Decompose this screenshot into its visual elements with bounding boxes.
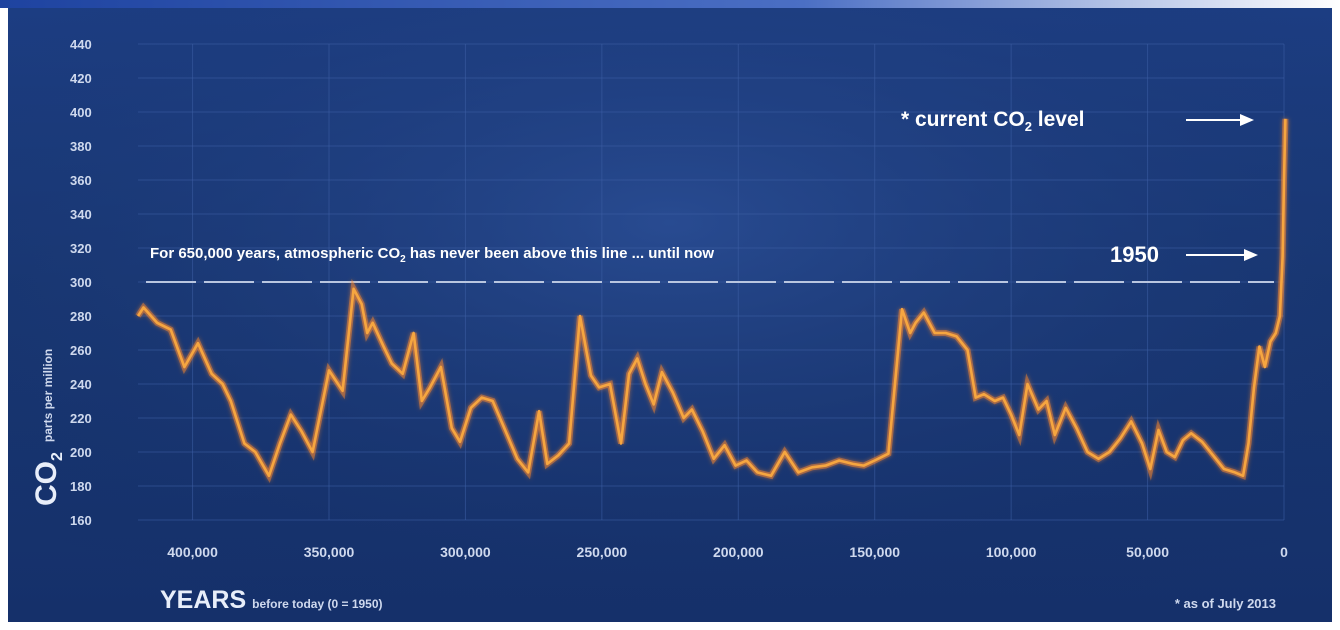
y-tick-label: 260 — [70, 343, 92, 358]
year-1950-label: 1950 — [1110, 242, 1159, 267]
x-tick-label: 400,000 — [167, 544, 218, 560]
y-tick-label: 440 — [70, 37, 92, 52]
x-tick-label: 50,000 — [1126, 544, 1169, 560]
y-tick-label: 180 — [70, 479, 92, 494]
current-co2-label: * current CO2 level — [901, 108, 1084, 134]
x-axis-label: YEARS before today (0 = 1950) — [160, 586, 383, 614]
x-tick-label: 300,000 — [440, 544, 491, 560]
y-tick-label: 380 — [70, 139, 92, 154]
top-accent-bar — [0, 0, 1340, 8]
y-axis-label: CO2parts per million — [30, 349, 66, 506]
y-tick-label: 200 — [70, 445, 92, 460]
co2-series-line — [136, 118, 1287, 478]
chart-frame: 160 180 200 220 240 260 280 300 320 340 360 380 400 4… — [8, 8, 1332, 622]
y-tick-label: 160 — [70, 513, 92, 528]
current-arrow-head — [1240, 114, 1254, 126]
y-tick-label: 300 — [70, 275, 92, 290]
background-glow — [8, 8, 1332, 622]
year-1950-arrow-head — [1244, 249, 1258, 261]
y-tick-label: 360 — [70, 173, 92, 188]
y-tick-label: 280 — [70, 309, 92, 324]
y-tick-label: 400 — [70, 105, 92, 120]
x-tick-label: 150,000 — [849, 544, 900, 560]
x-tick-label: 250,000 — [577, 544, 628, 560]
y-tick-label: 320 — [70, 241, 92, 256]
x-tick-label: 100,000 — [986, 544, 1037, 560]
footnote: * as of July 2013 — [1175, 596, 1276, 611]
y-tick-label: 420 — [70, 71, 92, 86]
x-tick-label: 0 — [1280, 544, 1288, 560]
y-tick-labels: 160 180 200 220 240 260 280 300 320 340 360 380 400 4… — [70, 37, 92, 528]
x-tick-label: 350,000 — [304, 544, 355, 560]
y-tick-label: 220 — [70, 411, 92, 426]
y-tick-label: 340 — [70, 207, 92, 222]
threshold-label: For 650,000 years, atmospheric CO2 has n… — [150, 245, 714, 265]
y-tick-label: 240 — [70, 377, 92, 392]
x-tick-labels: 400,000 350,000 300,000 250,000 200,000 150,0… — [167, 544, 1288, 560]
co2-chart: 160 180 200 220 240 260 280 300 320 340 360 380 400 4… — [8, 8, 1332, 622]
x-tick-label: 200,000 — [713, 544, 764, 560]
